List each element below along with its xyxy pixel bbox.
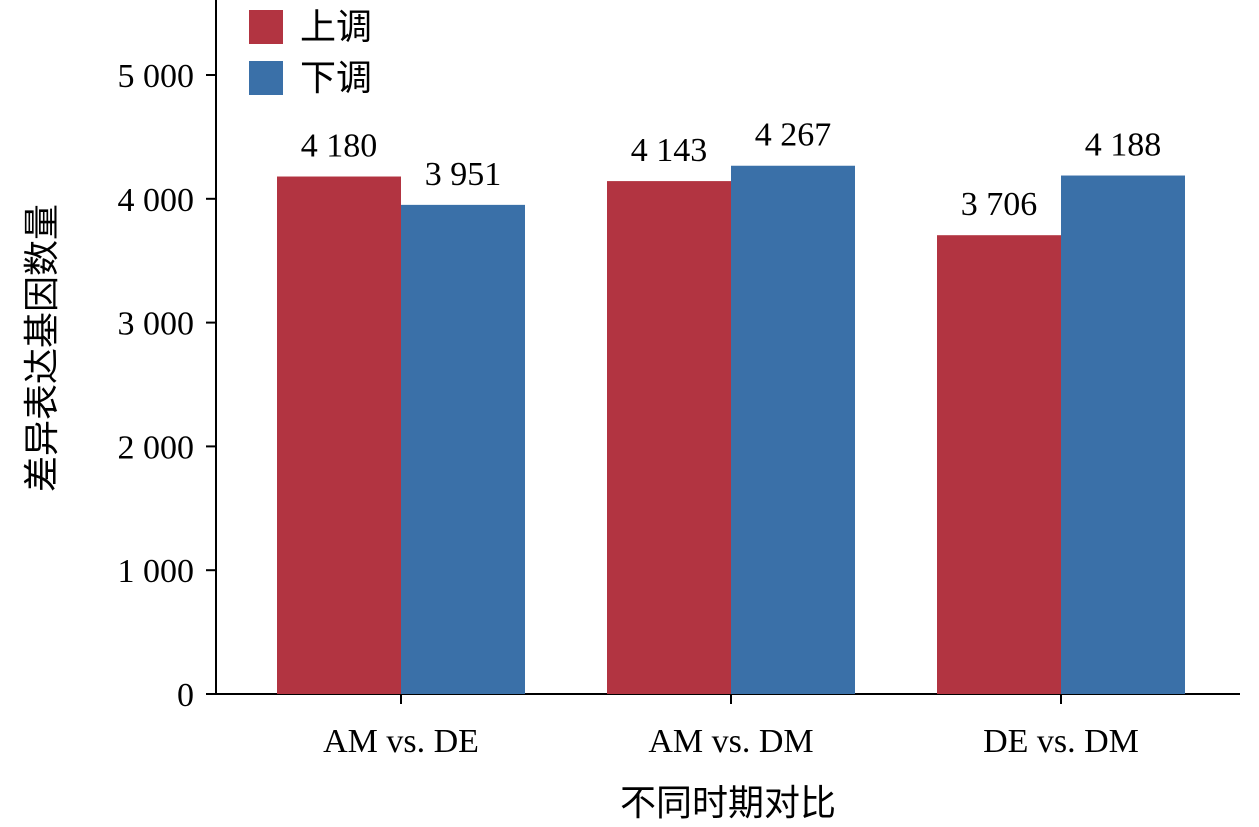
data-label-down-2: 4 188	[1085, 127, 1162, 164]
data-label-down-1: 4 267	[755, 117, 832, 154]
data-label-up-2: 3 706	[961, 186, 1038, 223]
bar-down-2	[1061, 175, 1185, 694]
x-tick-label: AM vs. DM	[648, 723, 813, 760]
y-tick-label: 3 000	[118, 306, 195, 343]
y-ticks: 0 1 000 2 000 3 000 4 000 5 000	[118, 58, 216, 714]
y-tick-label: 1 000	[118, 553, 195, 590]
x-tick-label: AM vs. DE	[323, 723, 479, 760]
y-axis-title: 差异表达基因数量	[22, 204, 62, 492]
y-tick-label: 2 000	[118, 429, 195, 466]
legend-label-down: 下调	[300, 58, 372, 98]
data-labels: 4 180 4 143 3 706 3 951 4 267 4 188	[301, 117, 1162, 223]
bar-up-0	[277, 176, 401, 695]
y-tick-label: 5 000	[118, 58, 195, 95]
y-tick-label: 4 000	[118, 182, 195, 219]
legend: 上调 下调	[249, 7, 372, 98]
legend-swatch-up	[249, 10, 283, 44]
data-label-up-0: 4 180	[301, 128, 378, 165]
bar-up-2	[937, 235, 1061, 694]
bar-up-1	[607, 181, 731, 694]
legend-label-up: 上调	[300, 7, 372, 47]
data-label-down-0: 3 951	[425, 156, 502, 193]
x-ticks: AM vs. DE AM vs. DM DE vs. DM	[323, 694, 1139, 760]
y-tick-label: 0	[177, 677, 194, 714]
x-axis-title: 不同时期对比	[620, 783, 836, 823]
bar-down-1	[731, 165, 855, 694]
bars	[277, 165, 1185, 695]
data-label-up-1: 4 143	[631, 132, 708, 169]
x-tick-label: DE vs. DM	[983, 723, 1139, 760]
legend-swatch-down	[249, 61, 283, 95]
bar-down-0	[401, 204, 525, 694]
